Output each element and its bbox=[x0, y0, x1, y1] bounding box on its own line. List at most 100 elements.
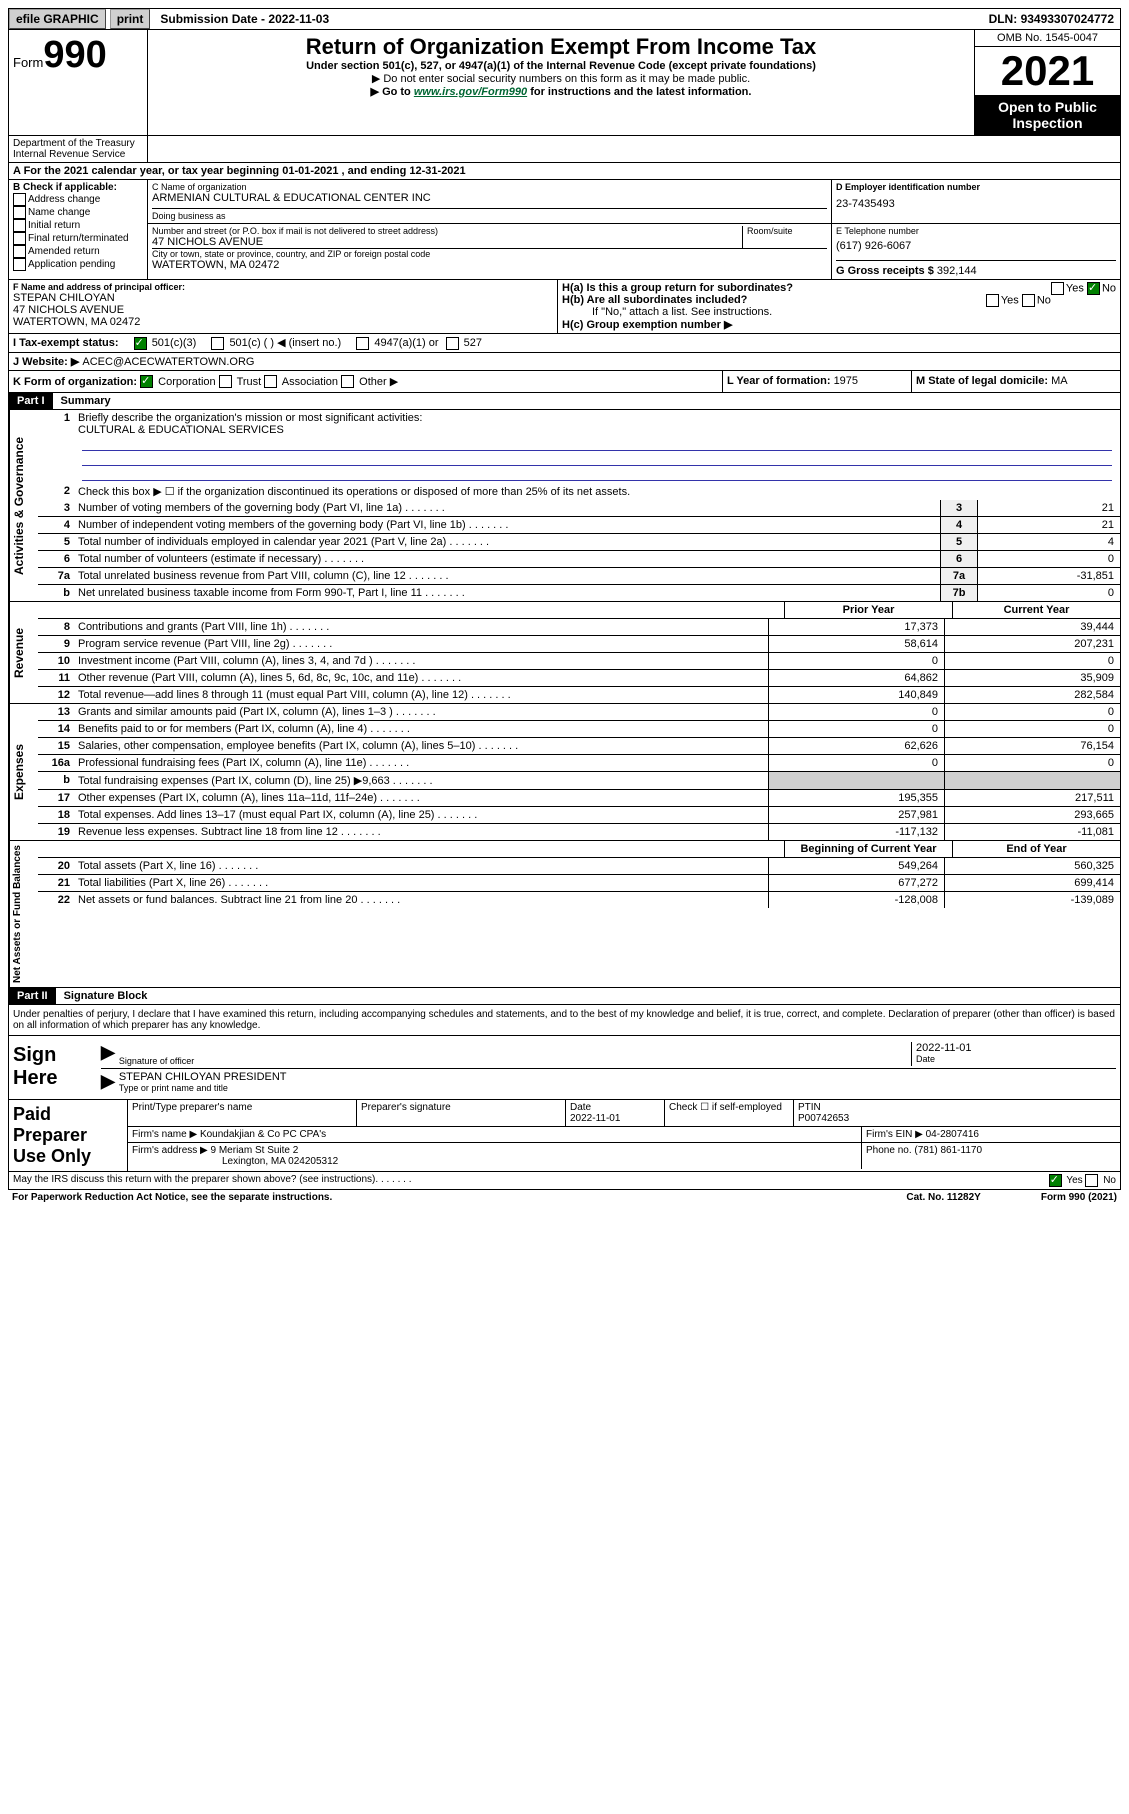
checkbox-icon[interactable] bbox=[211, 337, 224, 350]
i-label: I Tax-exempt status: bbox=[13, 337, 119, 349]
prior-year: Prior Year bbox=[784, 602, 952, 618]
row-desc: Other revenue (Part VIII, column (A), li… bbox=[74, 670, 768, 686]
tax-year: 2021 bbox=[975, 47, 1120, 95]
row-box: 7a bbox=[940, 568, 977, 584]
row-desc: Professional fundraising fees (Part IX, … bbox=[74, 755, 768, 771]
row-prior: 140,849 bbox=[768, 687, 944, 703]
rev-header: Prior Year Current Year bbox=[38, 602, 1120, 619]
table-row: 3 Number of voting members of the govern… bbox=[38, 500, 1120, 517]
checkbox-icon[interactable] bbox=[13, 245, 26, 258]
prep-line-3: Firm's address ▶ 9 Meriam St Suite 2 Lex… bbox=[128, 1143, 1120, 1169]
checkbox-icon[interactable] bbox=[1085, 1174, 1098, 1187]
row-current: -11,081 bbox=[944, 824, 1120, 840]
net-header: Beginning of Current Year End of Year bbox=[38, 841, 1120, 858]
prep-body: Print/Type preparer's name Preparer's si… bbox=[128, 1100, 1120, 1171]
row-current: 293,665 bbox=[944, 807, 1120, 823]
b-opt1: Name change bbox=[28, 207, 90, 218]
row-num: 11 bbox=[38, 670, 74, 686]
firm-addr-label: Firm's address ▶ bbox=[132, 1145, 211, 1156]
form-title: Return of Organization Exempt From Incom… bbox=[152, 34, 970, 60]
efile-button[interactable]: efile GRAPHIC bbox=[9, 9, 106, 29]
row-desc: Total liabilities (Part X, line 26) bbox=[74, 875, 768, 891]
checkbox-icon[interactable] bbox=[13, 232, 26, 245]
form-num: 990 bbox=[43, 34, 106, 76]
checkbox-icon[interactable] bbox=[1022, 294, 1035, 307]
row-prior: 58,614 bbox=[768, 636, 944, 652]
checkbox-checked-icon[interactable] bbox=[1049, 1174, 1062, 1187]
i-501c3: 501(c)(3) bbox=[152, 337, 197, 349]
row-num: 4 bbox=[38, 517, 74, 533]
print-button[interactable]: print bbox=[110, 9, 151, 29]
year-formation: 1975 bbox=[834, 375, 858, 387]
row-current bbox=[944, 772, 1120, 789]
row-num: 3 bbox=[38, 500, 74, 516]
row-prior: 549,264 bbox=[768, 858, 944, 874]
note-link: ▶ Go to www.irs.gov/Form990 for instruct… bbox=[152, 85, 970, 98]
i-527: 527 bbox=[464, 337, 482, 349]
checkbox-icon[interactable] bbox=[13, 219, 26, 232]
firm-name-label: Firm's name ▶ bbox=[132, 1129, 200, 1140]
checkbox-icon[interactable] bbox=[264, 375, 277, 388]
row-num: 12 bbox=[38, 687, 74, 703]
arrow-icon: ▶ bbox=[101, 1042, 115, 1066]
sig-field-2: ▶ STEPAN CHILOYAN PRESIDENT Type or prin… bbox=[101, 1069, 1116, 1095]
row-desc: Salaries, other compensation, employee b… bbox=[74, 738, 768, 754]
row-2: 2 Check this box ▶ ☐ if the organization… bbox=[38, 483, 1120, 500]
row-num: 10 bbox=[38, 653, 74, 669]
checkbox-icon[interactable] bbox=[13, 193, 26, 206]
irs-link[interactable]: www.irs.gov/Form990 bbox=[414, 86, 527, 98]
row-num: 22 bbox=[38, 892, 74, 908]
rev-body: Prior Year Current Year 8 Contributions … bbox=[38, 602, 1120, 703]
k-other: Other ▶ bbox=[359, 376, 398, 388]
q1-val: CULTURAL & EDUCATIONAL SERVICES bbox=[78, 424, 284, 436]
row-prior: 677,272 bbox=[768, 875, 944, 891]
row-prior: 195,355 bbox=[768, 790, 944, 806]
row-current: 217,511 bbox=[944, 790, 1120, 806]
checkbox-icon[interactable] bbox=[341, 375, 354, 388]
table-row: 18 Total expenses. Add lines 13–17 (must… bbox=[38, 807, 1120, 824]
part-ii-title: Signature Block bbox=[56, 990, 148, 1002]
checkbox-icon[interactable] bbox=[13, 206, 26, 219]
row-num: b bbox=[38, 585, 74, 601]
b-opt-initial: Initial return bbox=[13, 219, 143, 232]
checkbox-icon[interactable] bbox=[986, 294, 999, 307]
col-b: B Check if applicable: Address change Na… bbox=[9, 180, 148, 279]
row-current: 0 bbox=[944, 721, 1120, 737]
part-ii-header: Part II Signature Block bbox=[8, 988, 1121, 1005]
part-i-title: Summary bbox=[53, 395, 111, 407]
lineA-begin: 01-01-2021 bbox=[282, 165, 338, 177]
row-prior: 17,373 bbox=[768, 619, 944, 635]
d-block: D Employer identification number 23-7435… bbox=[832, 180, 1120, 223]
row-val: -31,851 bbox=[977, 568, 1120, 584]
checkbox-checked-icon[interactable] bbox=[134, 337, 147, 350]
note2-pre: ▶ Go to bbox=[371, 86, 414, 98]
form-subtitle: Under section 501(c), 527, or 4947(a)(1)… bbox=[152, 60, 970, 72]
row-desc: Grants and similar amounts paid (Part IX… bbox=[74, 704, 768, 720]
checkbox-icon[interactable] bbox=[219, 375, 232, 388]
part-i-header: Part I Summary bbox=[8, 393, 1121, 410]
dln-label: DLN: bbox=[989, 12, 1021, 26]
line-a: A For the 2021 calendar year, or tax yea… bbox=[8, 163, 1121, 180]
checkbox-checked-icon[interactable] bbox=[140, 375, 153, 388]
checkbox-icon[interactable] bbox=[446, 337, 459, 350]
hc-label: H(c) Group exemption number ▶ bbox=[562, 318, 1116, 331]
row-current: 282,584 bbox=[944, 687, 1120, 703]
row-num: 8 bbox=[38, 619, 74, 635]
form-number-box: Form990 bbox=[9, 30, 148, 135]
no2: No bbox=[1037, 294, 1051, 306]
row-num: 14 bbox=[38, 721, 74, 737]
eg-block: E Telephone number (617) 926-6067 G Gros… bbox=[831, 224, 1120, 279]
governance-section: Activities & Governance 1 Briefly descri… bbox=[8, 410, 1121, 602]
checkbox-icon[interactable] bbox=[13, 258, 26, 271]
side-expenses: Expenses bbox=[9, 704, 38, 840]
note2-post: for instructions and the latest informat… bbox=[527, 86, 751, 98]
dln: DLN: 93493307024772 bbox=[983, 10, 1120, 28]
b-opt-name: Name change bbox=[13, 206, 143, 219]
l-block: L Year of formation: 1975 bbox=[723, 371, 912, 393]
checkbox-checked-icon[interactable] bbox=[1087, 282, 1100, 295]
k-block: K Form of organization: Corporation Trus… bbox=[9, 371, 723, 393]
section-bcdeg: B Check if applicable: Address change Na… bbox=[8, 180, 1121, 280]
sig-officer-label: Signature of officer bbox=[119, 1056, 911, 1066]
checkbox-icon[interactable] bbox=[356, 337, 369, 350]
checkbox-icon[interactable] bbox=[1051, 282, 1064, 295]
